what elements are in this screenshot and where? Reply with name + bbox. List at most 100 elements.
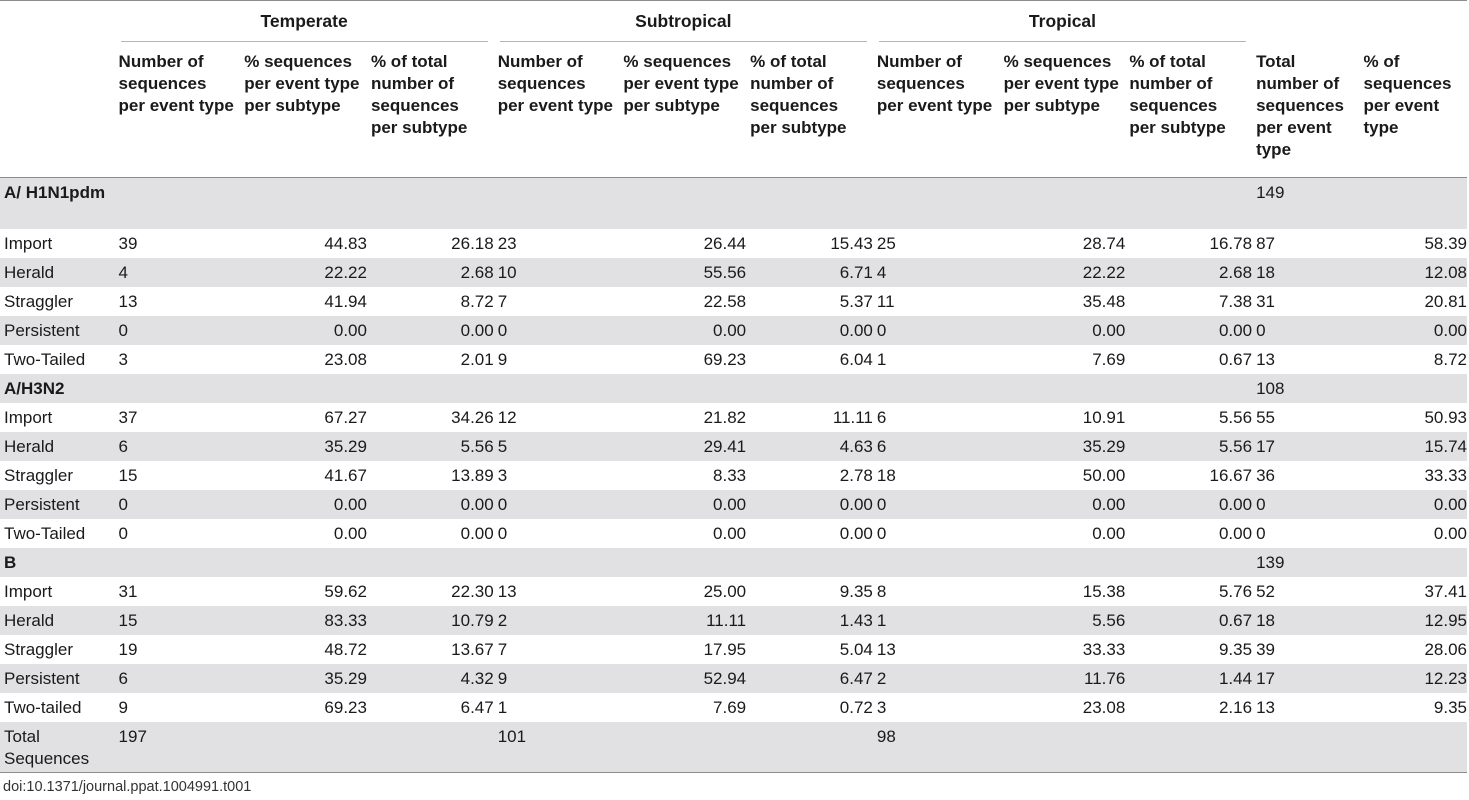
pct-type-cell-value: 23.08 bbox=[1082, 697, 1126, 717]
pct-total-cell-value: 13.89 bbox=[451, 465, 494, 485]
pct-total-cell: 5.56 bbox=[366, 431, 494, 461]
pct-type-cell-value: 0.00 bbox=[1092, 494, 1126, 514]
empty-cell bbox=[1252, 721, 1360, 773]
pct-type-cell: 83.33 bbox=[240, 605, 367, 635]
empty-cell bbox=[1125, 177, 1253, 229]
pct-total-cell-value: 9.35 bbox=[839, 581, 873, 601]
empty-cell bbox=[366, 547, 494, 577]
pct-total-cell: 5.04 bbox=[746, 635, 873, 664]
pct-type-cell: 35.29 bbox=[240, 663, 367, 693]
pct-type-cell-value: 50.00 bbox=[1082, 465, 1126, 485]
row-label: Straggler bbox=[4, 291, 73, 311]
count-cell: 0 bbox=[872, 489, 1000, 519]
pct-total-cell: 2.78 bbox=[746, 461, 873, 490]
count-cell: 19 bbox=[118, 639, 138, 659]
row-label: Straggler bbox=[4, 465, 73, 485]
row-label-header bbox=[0, 42, 115, 178]
pct-total-cell-value: 15.43 bbox=[830, 233, 873, 253]
count-cell: 13 bbox=[497, 581, 517, 601]
pct-type-cell-value: 11.76 bbox=[1084, 668, 1126, 688]
group-header-subtropical: Subtropical bbox=[493, 0, 873, 42]
pct-total-cell-value: 2.16 bbox=[1218, 697, 1253, 717]
count-cell: 3 bbox=[118, 349, 129, 369]
pct-type-cell-value: 35.29 bbox=[324, 668, 367, 688]
row-label: Persistent bbox=[0, 315, 115, 345]
empty-cell bbox=[872, 547, 1000, 577]
table-row: Two-Tailed 3 23.08 2.01 9 69.23 6.04 1 7.69 0.67 1… bbox=[0, 345, 1467, 374]
table-row: Herald 15 83.33 10.79 2 11.11 1.43 1 5.56 0.67 18 1… bbox=[0, 605, 1467, 635]
pct-total-cell: 16.67 bbox=[1125, 461, 1253, 490]
section-row: A/H3N2 108 bbox=[0, 373, 1467, 403]
count-cell: 25 bbox=[876, 233, 896, 253]
row-label: Two-Tailed bbox=[4, 349, 86, 369]
pct-total-cell-value: 0.00 bbox=[460, 320, 494, 340]
empty-cell bbox=[493, 177, 620, 229]
pct-type-cell: 0.00 bbox=[619, 315, 747, 345]
total-count-cell: 18 bbox=[1252, 257, 1360, 287]
group-header-tropical: Tropical bbox=[872, 0, 1253, 42]
count-cell: 13 bbox=[118, 291, 138, 311]
pct-type-cell: 0.00 bbox=[999, 489, 1126, 519]
count-cell: 5 bbox=[493, 431, 620, 461]
total-count-cell: 0 bbox=[1252, 315, 1360, 345]
pct-type-cell: 67.27 bbox=[240, 403, 367, 432]
pct-total-cell: 1.43 bbox=[746, 605, 873, 635]
group-header-row: Temperate Subtropical Tropical bbox=[0, 0, 1467, 42]
empty-cell bbox=[240, 721, 367, 773]
empty-cell bbox=[366, 721, 494, 773]
table-row: Two-Tailed 0 0.00 0.00 0 0.00 0.00 0 0.00 0.00 0 0.… bbox=[0, 519, 1467, 548]
table-row: Two-tailed 9 69.23 6.47 1 7.69 0.72 3 23.08 2.16 1… bbox=[0, 693, 1467, 722]
empty-cell bbox=[619, 373, 747, 403]
total-count-cell: 17 bbox=[1252, 663, 1360, 693]
pct-type-cell: 48.72 bbox=[240, 635, 367, 664]
pct-type-cell: 33.33 bbox=[1000, 635, 1126, 664]
row-label: Two-Tailed bbox=[4, 523, 86, 543]
pct-total-cell-value: 9.35 bbox=[1218, 639, 1253, 659]
pct-type-cell: 29.41 bbox=[619, 431, 747, 461]
pct-type-cell: 0.00 bbox=[240, 519, 367, 548]
count-cell: 12 bbox=[497, 407, 517, 427]
pct-total-cell-value: 8.72 bbox=[460, 291, 494, 311]
total-label: Total Sequences bbox=[0, 721, 115, 773]
count-cell: 1 bbox=[876, 349, 887, 369]
pct-type-cell-value: 23.08 bbox=[324, 349, 367, 369]
pct-total-cell-value: 2.78 bbox=[839, 465, 873, 485]
total-pct-cell: 15.74 bbox=[1359, 431, 1467, 461]
total-pct-cell-value: 8.72 bbox=[1433, 349, 1467, 369]
pct-type-cell-value: 29.41 bbox=[703, 436, 747, 456]
empty-cell bbox=[1125, 721, 1253, 773]
total-pct-cell-value: 12.08 bbox=[1424, 262, 1467, 282]
count-cell: 0 bbox=[118, 523, 129, 543]
pct-total-cell-value: 0.00 bbox=[460, 494, 494, 514]
total-pct-cell-value: 50.93 bbox=[1424, 407, 1467, 427]
total-count-cell: 13 bbox=[1256, 697, 1275, 717]
pct-type-cell-value: 22.22 bbox=[1082, 262, 1126, 282]
pct-total-cell-value: 1.44 bbox=[1218, 668, 1253, 688]
pct-type-cell: 26.44 bbox=[619, 229, 747, 258]
pct-type-cell-value: 44.83 bbox=[324, 233, 367, 253]
pct-type-cell-value: 55.56 bbox=[703, 262, 747, 282]
total-pct-cell-value: 58.39 bbox=[1424, 233, 1467, 253]
total-pct-cell: 9.35 bbox=[1360, 693, 1467, 722]
total-count-cell: 52 bbox=[1256, 581, 1275, 601]
count-cell: 9 bbox=[118, 697, 129, 717]
pct-total-cell-value: 0.67 bbox=[1218, 349, 1253, 369]
pct-total-cell: 10.79 bbox=[366, 605, 494, 635]
count-cell: 31 bbox=[118, 581, 138, 601]
pct-type-cell: 25.00 bbox=[619, 577, 747, 606]
total-pct-cell-value: 0.00 bbox=[1433, 320, 1467, 340]
section-label: A/H3N2 bbox=[0, 373, 115, 403]
pct-type-cell-value: 7.69 bbox=[713, 697, 747, 717]
pct-total-cell-value: 10.79 bbox=[451, 610, 494, 630]
pct-type-cell-value: 48.72 bbox=[324, 639, 367, 659]
pct-type-cell-value: 0.00 bbox=[333, 523, 367, 543]
pct-total-cell: 0.00 bbox=[746, 489, 873, 519]
pct-total-cell: 2.68 bbox=[1125, 257, 1253, 287]
pct-type-cell-value: 10.91 bbox=[1082, 407, 1126, 427]
count-cell: 2 bbox=[493, 605, 620, 635]
pct-total-cell-value: 5.76 bbox=[1218, 581, 1253, 601]
row-label: Persistent bbox=[0, 489, 115, 519]
total-count-cell: 55 bbox=[1256, 407, 1275, 427]
empty-cell bbox=[1359, 547, 1467, 577]
pct-type-cell-value: 8.33 bbox=[713, 465, 747, 485]
